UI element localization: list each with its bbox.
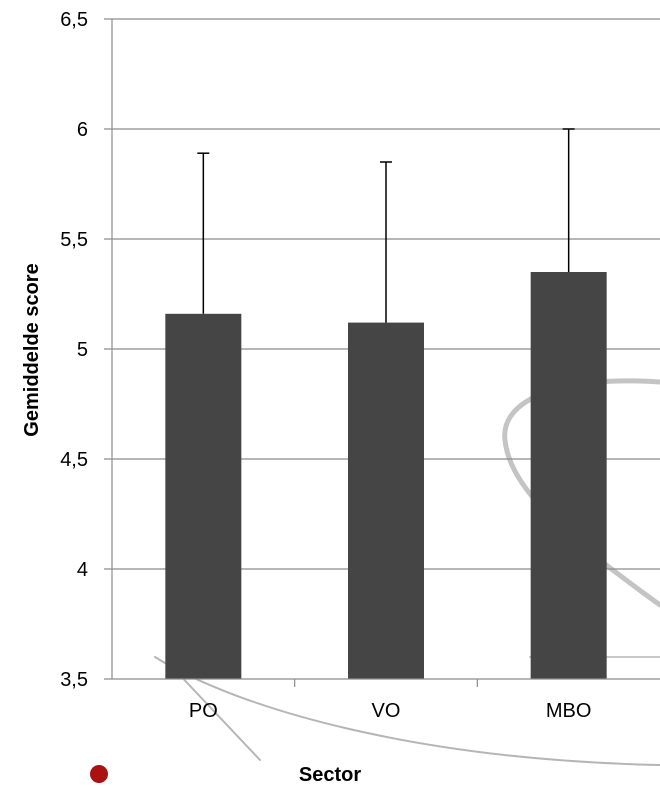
x-tick-label: MBO — [546, 700, 592, 722]
y-tick-label: 5 — [77, 339, 88, 361]
x-tick-labels: PO VO MBO — [189, 700, 592, 722]
x-axis-title: Sector — [299, 764, 361, 786]
x-tick-label: VO — [372, 700, 401, 722]
y-tick-labels: 3,5 4 4,5 5 5,5 6 6,5 — [60, 9, 88, 691]
bar-vo — [348, 322, 424, 679]
red-dot-decoration — [90, 765, 108, 783]
y-tick-label: 6 — [77, 119, 88, 141]
y-tick-label: 4 — [77, 559, 88, 581]
bar-mbo — [530, 272, 607, 679]
y-tick-label: 5,5 — [60, 229, 88, 251]
bar-po — [165, 313, 242, 679]
bars — [165, 272, 607, 679]
x-tick-label: PO — [189, 700, 218, 722]
y-axis-title: Gemiddelde score — [21, 263, 43, 436]
axes — [104, 19, 660, 687]
error-bars — [197, 128, 575, 323]
y-tick-label: 4,5 — [60, 449, 88, 471]
y-tick-label: 3,5 — [60, 669, 88, 691]
y-tick-label: 6,5 — [60, 9, 88, 31]
